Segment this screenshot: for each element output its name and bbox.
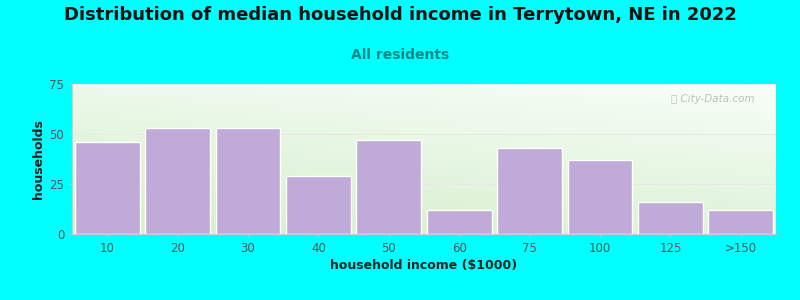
Y-axis label: households: households <box>32 119 46 199</box>
Bar <box>709 210 773 234</box>
Bar <box>357 140 421 234</box>
Bar <box>286 176 350 234</box>
Bar <box>427 210 491 234</box>
Bar <box>498 148 562 234</box>
X-axis label: household income ($1000): household income ($1000) <box>330 259 518 272</box>
Bar <box>146 128 210 234</box>
Bar <box>216 128 280 234</box>
Text: All residents: All residents <box>351 48 449 62</box>
Bar <box>75 142 139 234</box>
Bar <box>638 202 702 234</box>
Bar <box>568 160 632 234</box>
Text: Distribution of median household income in Terrytown, NE in 2022: Distribution of median household income … <box>63 6 737 24</box>
Text: ⓘ City-Data.com: ⓘ City-Data.com <box>671 94 755 104</box>
